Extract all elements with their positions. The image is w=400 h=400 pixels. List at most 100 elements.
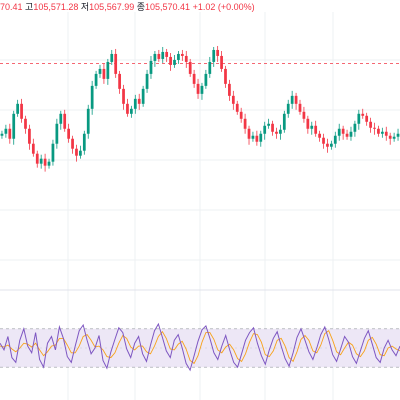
rsi-ma-line [0,329,400,365]
candle-body [82,133,86,151]
candle-body [184,55,188,62]
candle-body [326,143,329,147]
candle-body [102,68,106,79]
candle-body [204,73,208,86]
candle-body [28,128,31,144]
candle-body [180,53,184,56]
candle-body [349,131,353,137]
candle-body [137,98,141,104]
candle-body [263,125,267,134]
candle-body [361,113,365,116]
candle-body [279,129,282,134]
candle-body [357,113,361,124]
candle-body [47,161,51,166]
candle-body [196,83,200,94]
candle-body [86,108,90,134]
candle-body [216,49,220,56]
legend-low-label: 저 [80,2,90,12]
candle-body [235,103,239,112]
candle-body [388,135,392,139]
candle-body [259,133,263,142]
candle-body [231,95,235,104]
legend-low-value: 105,567.99 [89,2,135,12]
candle-body [98,68,102,74]
candle-body [157,53,161,59]
candle-body [122,88,125,104]
candle-body [282,113,286,130]
candle-body [59,113,63,124]
legend-high-value: 105,571.28 [33,2,79,12]
candle-body [4,128,8,134]
candle-body [55,123,59,144]
candle-body [290,95,294,104]
rsi-line [0,322,400,372]
candle-body [173,59,176,65]
legend-close-label: 종 [136,2,146,12]
candle-body [169,56,172,65]
candle-body [149,60,153,74]
candle-body [8,128,12,139]
candle-body [161,51,165,59]
candle-body [212,49,216,62]
candle-body [384,131,388,136]
candle-body [243,118,247,129]
candle-body [20,103,23,119]
candle-body [94,73,98,86]
candle-body [251,135,255,139]
candle-body [16,103,20,114]
candle-body [373,127,376,129]
candle-body [177,53,180,60]
candle-body [192,73,196,84]
candle-body [90,85,94,109]
candle-body [79,150,82,156]
candle-body [39,158,43,164]
candle-body [106,61,110,79]
legend-high-label: 고 [25,2,34,12]
candle-body [286,103,290,114]
candle-body [220,55,223,69]
candle-body [302,111,306,119]
candle-body [271,123,274,132]
candle-body [341,128,345,134]
candle-body [322,137,325,144]
candle-body [75,148,78,156]
candle-body [43,158,47,166]
candle-body [110,53,114,62]
candle-body [239,111,243,119]
candle-body [126,103,129,114]
candle-body [255,135,259,142]
candle-body [396,133,400,137]
candle-body [377,128,380,134]
candle-body [165,51,169,57]
candle-body [247,128,251,139]
candle-body [392,136,396,139]
candle-body [365,115,369,122]
candle-body [310,125,314,129]
legend-open-value: 70.41 [0,2,23,12]
candle-body [188,61,192,74]
candle-body [133,98,137,109]
candle-body [63,113,67,129]
legend-change: +1.02 (+0.00%) [192,2,255,12]
candle-body [224,68,227,84]
candle-body [71,138,74,149]
candle-body [345,133,349,137]
candle-body [369,121,372,128]
candle-body [275,131,278,134]
candle-body [208,61,212,74]
legend-close-value: 105,570.41 [145,2,191,12]
candle-body [353,123,357,132]
candle-body [228,83,231,96]
candle-body [118,73,121,89]
candle-body [35,153,39,164]
candle-body [12,113,16,139]
candle-body [380,131,384,134]
candle-body [337,128,341,136]
candle-body [24,118,27,129]
candle-body [145,73,149,89]
candle-body [31,143,35,154]
candle-body [114,53,118,74]
candle-body [267,123,270,126]
